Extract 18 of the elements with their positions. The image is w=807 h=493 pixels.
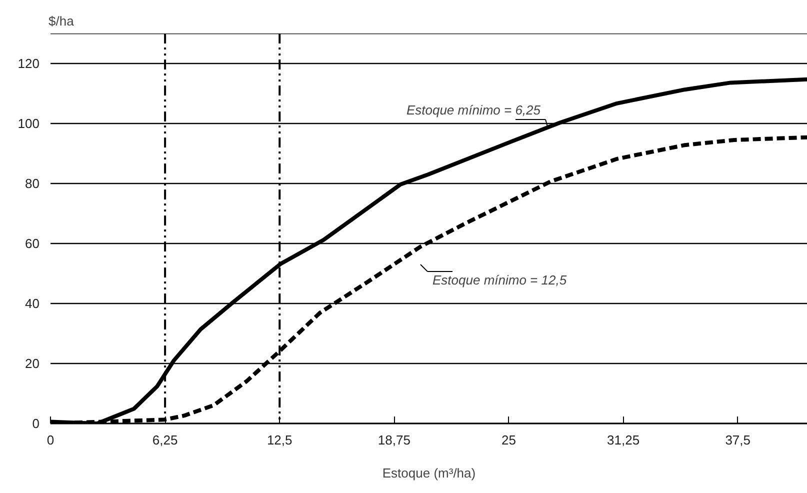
- y-tick-label: 0: [32, 416, 40, 431]
- x-tick-label: 25: [502, 432, 516, 448]
- y-tick-label: 120: [18, 56, 40, 71]
- x-tick-label: 6,25: [152, 432, 178, 448]
- x-tick-label: 31,25: [607, 432, 640, 448]
- x-tick-label: 12,5: [266, 432, 292, 448]
- y-tick-label: 80: [25, 176, 40, 191]
- y-tick-label: 100: [18, 116, 40, 131]
- x-tick-label: 0: [46, 432, 54, 448]
- x-tick-label: 37,5: [725, 432, 751, 448]
- annotation: Estoque mínimo = 12,5: [432, 272, 568, 288]
- annotation: Estoque mínimo = 6,25: [406, 102, 542, 118]
- x-axis-title: Estoque (m³/ha): [382, 466, 476, 480]
- y-axis-title: $/ha: [48, 14, 75, 28]
- y-tick-label: 20: [25, 356, 40, 371]
- x-tick-label: 18,75: [378, 432, 410, 448]
- y-tick-label: 40: [25, 296, 40, 311]
- y-tick-label: 60: [25, 236, 40, 251]
